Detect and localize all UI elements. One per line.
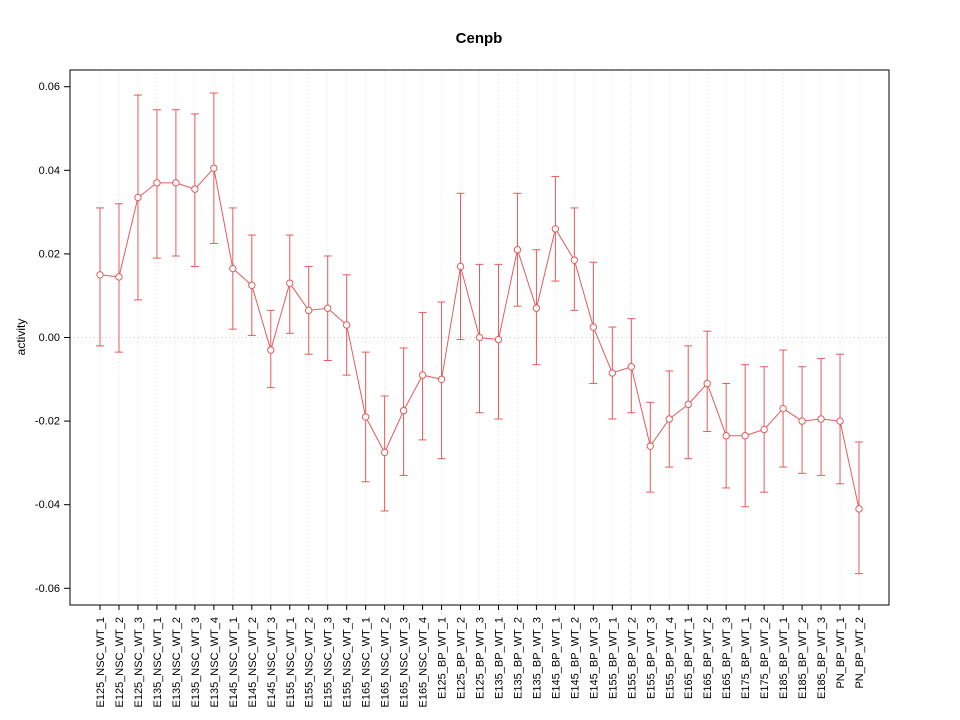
x-tick-label: E165_NSC_WT_1: [361, 617, 373, 708]
data-point: [437, 375, 446, 383]
data-point: [703, 379, 711, 388]
x-tick-label: E145_NSC_WT_1: [228, 617, 240, 708]
data-point: [855, 505, 863, 513]
data-point: [115, 273, 123, 281]
x-tick-label: E165_NSC_WT_2: [380, 617, 392, 708]
x-tick-label: E145_BP_WT_2: [569, 617, 581, 699]
data-point: [646, 442, 654, 450]
x-tick-label: E135_NSC_WT_2: [171, 617, 183, 708]
x-tick-label: E165_NSC_WT_3: [399, 617, 411, 708]
x-tick-label: E145_NSC_WT_3: [266, 617, 278, 708]
x-tick-label: E135_BP_WT_3: [531, 617, 543, 699]
x-tick-label: E145_BP_WT_3: [588, 617, 600, 699]
data-point: [153, 179, 161, 187]
x-tick-label: E155_NSC_WT_4: [342, 617, 354, 708]
data-points: [96, 164, 863, 513]
data-point: [172, 179, 180, 187]
x-tick-label: PN_BP_WT_2: [854, 617, 866, 689]
y-tick-label: -0.06: [35, 583, 60, 595]
x-tick-label: E155_NSC_WT_2: [304, 617, 316, 708]
x-tick-label: E155_BP_WT_1: [607, 617, 619, 699]
data-point: [210, 164, 218, 172]
y-tick-label: -0.04: [35, 499, 60, 511]
data-point: [191, 185, 199, 193]
x-tick-label: E175_BP_WT_2: [759, 617, 771, 699]
y-tick-label: 0.04: [39, 165, 60, 177]
x-tick-label: E135_BP_WT_2: [512, 617, 524, 699]
data-point: [779, 404, 787, 413]
x-tick-label: E165_BP_WT_1: [683, 617, 695, 699]
data-point: [741, 432, 749, 440]
x-tick-label: E135_BP_WT_1: [493, 617, 505, 699]
x-tick-label: E155_NSC_WT_3: [323, 617, 335, 708]
y-tick-label: 0.06: [39, 81, 60, 93]
x-tick-label: E175_BP_WT_1: [740, 617, 752, 699]
chart-title: Cenpb: [456, 30, 503, 47]
x-tick-label: E125_NSC_WT_3: [133, 617, 145, 708]
x-tick-label: E135_NSC_WT_3: [190, 617, 202, 708]
x-tick-label: E165_BP_WT_3: [721, 617, 733, 699]
data-point: [134, 193, 142, 202]
x-tick-label: E155_BP_WT_3: [645, 617, 657, 699]
data-point: [324, 304, 332, 312]
data-point: [551, 225, 560, 233]
x-tick-label: E125_BP_WT_1: [437, 617, 449, 699]
x-tick-label: E145_NSC_WT_2: [247, 617, 259, 708]
data-point: [836, 417, 844, 425]
x-tick-label: E155_BP_WT_2: [626, 617, 638, 699]
data-point: [248, 281, 256, 289]
x-tick-label: E135_NSC_WT_4: [209, 617, 221, 708]
data-point: [608, 369, 617, 377]
data-point: [229, 264, 237, 273]
y-axis-label: activity: [14, 319, 28, 356]
y-axis: -0.06 -0.04 -0.02 0.00 0.02 0.04 0.06: [35, 81, 70, 595]
x-tick-label: E135_NSC_WT_1: [152, 617, 164, 708]
data-point: [684, 400, 692, 409]
data-point: [96, 271, 104, 279]
data-point: [494, 335, 503, 344]
x-tick-label: E155_NSC_WT_1: [285, 617, 297, 708]
y-tick-label: -0.02: [35, 416, 60, 428]
y-tick-label: 0.02: [39, 248, 60, 260]
x-tick-label: E125_NSC_WT_2: [114, 617, 126, 708]
data-point: [570, 256, 579, 264]
x-tick-label: E185_BP_WT_3: [816, 617, 828, 699]
data-point: [817, 415, 825, 423]
data-point: [798, 417, 806, 425]
data-point: [267, 346, 275, 354]
x-tick-label: E125_NSC_WT_1: [95, 617, 107, 708]
data-point: [361, 413, 370, 421]
data-point: [627, 363, 635, 371]
data-point: [760, 425, 768, 434]
data-point: [418, 371, 427, 379]
x-tick-label: E155_BP_WT_4: [664, 617, 676, 699]
x-tick-label: E185_BP_WT_2: [797, 617, 809, 699]
x-tick-label: E125_BP_WT_2: [456, 617, 468, 699]
data-point: [305, 306, 313, 315]
x-tick-label: E165_NSC_WT_4: [418, 617, 430, 708]
data-point: [475, 333, 484, 342]
error-bars: [96, 92, 863, 575]
data-point: [513, 246, 522, 254]
data-point: [286, 279, 294, 287]
gridlines: [70, 70, 889, 605]
x-tick-label: E165_BP_WT_2: [702, 617, 714, 699]
data-point: [399, 406, 408, 415]
x-tick-label: E185_BP_WT_1: [778, 617, 790, 699]
data-point: [380, 448, 389, 457]
data-point: [342, 321, 351, 329]
data-point: [589, 323, 598, 331]
y-tick-label: 0.00: [39, 332, 60, 344]
x-axis: E125_NSC_WT_1 E125_NSC_WT_2 E125_NSC_WT_3 E…: [95, 605, 866, 708]
data-point: [532, 304, 541, 312]
data-point: [456, 262, 465, 271]
x-tick-label: E125_BP_WT_3: [475, 617, 487, 699]
x-tick-label: PN_BP_WT_1: [835, 617, 847, 689]
data-point: [665, 415, 673, 423]
data-point: [722, 432, 730, 440]
plot-area: -0.06 -0.04 -0.02 0.00 0.02 0.04 0.06 E125_NSC_…: [35, 69, 890, 708]
x-tick-label: E145_BP_WT_1: [550, 617, 562, 699]
